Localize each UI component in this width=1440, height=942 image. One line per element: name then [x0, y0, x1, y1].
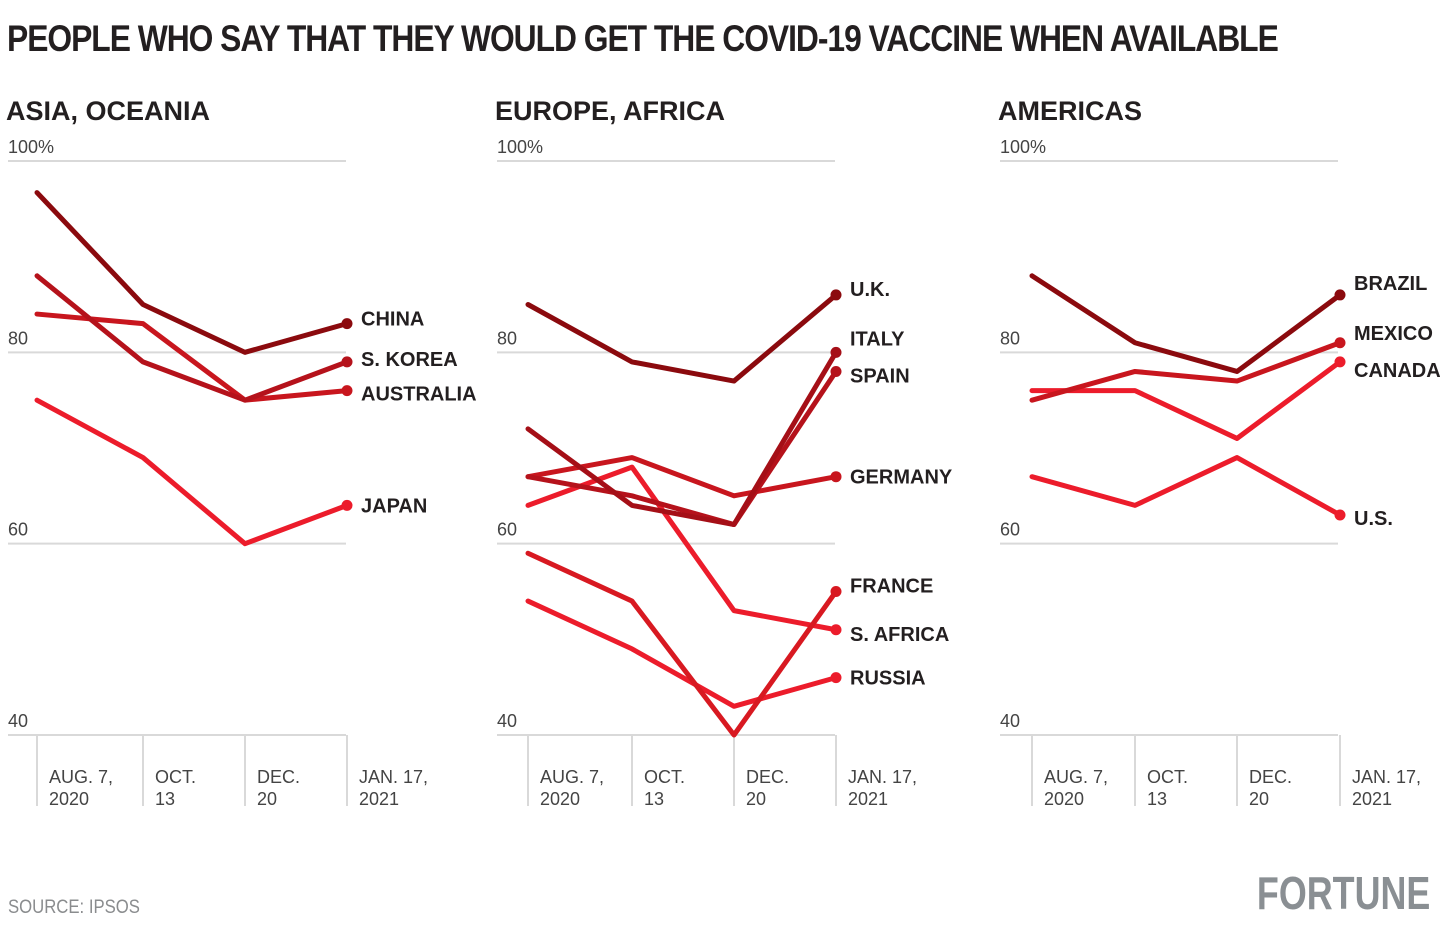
y-tick-label: 80	[497, 328, 517, 348]
x-tick-label: OCT. 13	[155, 767, 196, 809]
x-tick-label: OCT. 13	[1147, 767, 1188, 809]
y-tick-label: 80	[8, 328, 28, 348]
series-endpoint-s-africa	[830, 624, 842, 636]
series-endpoint-u-s	[1334, 509, 1346, 521]
x-tick-label: DEC. 20	[746, 767, 789, 809]
series-label-germany: GERMANY	[850, 467, 953, 489]
series-line-spain	[525, 368, 839, 528]
x-tick-label: AUG. 7, 2020	[1044, 767, 1108, 809]
series-endpoint-italy	[830, 346, 842, 358]
y-tick-label: 100%	[1000, 137, 1046, 157]
series-line-u-k	[525, 292, 839, 384]
series-line-japan	[34, 397, 350, 547]
series-line-canada	[1029, 359, 1343, 441]
series-label-france: FRANCE	[850, 576, 933, 598]
series-label-japan: JAPAN	[361, 495, 427, 517]
series-endpoint-france	[830, 586, 842, 597]
panel-asia-oceania: ASIA, OCEANIA 100% 80 60 40 AUG. 7, 2020 OCT. 13…	[6, 96, 477, 809]
series-line-u-s	[1029, 455, 1343, 518]
series-endpoint-brazil	[1334, 289, 1346, 301]
series-line-russia	[525, 598, 839, 709]
panel-title: ASIA, OCEANIA	[6, 96, 210, 126]
series-endpoint-japan	[341, 499, 353, 511]
y-tick-label: 60	[497, 520, 517, 540]
series-endpoint-china	[341, 318, 353, 330]
x-tick-label: AUG. 7, 2020	[49, 767, 113, 809]
y-tick-label: 40	[1000, 711, 1020, 731]
series-endpoint-mexico	[1334, 337, 1346, 349]
panel-americas: AMERICAS 100% 80 60 40 AUG. 7, 2020 OCT. 13 DEC. 2…	[998, 96, 1440, 809]
x-tick-label: JAN. 17, 2021	[1352, 767, 1421, 809]
series-label-russia: RUSSIA	[850, 668, 926, 690]
y-tick-label: 100%	[497, 137, 543, 157]
series-endpoint-russia	[830, 672, 842, 684]
x-tick-label: DEC. 20	[1249, 767, 1292, 809]
series-label-mexico: MEXICO	[1354, 323, 1433, 345]
series-line-s-africa	[525, 464, 839, 633]
x-tick-label: AUG. 7, 2020	[540, 767, 604, 809]
x-tick-label: JAN. 17, 2021	[359, 767, 428, 809]
brand-logo: FORTUNE	[1256, 867, 1430, 919]
y-tick-label: 80	[1000, 328, 1020, 348]
series-label-brazil: BRAZIL	[1354, 273, 1427, 295]
source-note: SOURCE: IPSOS	[8, 897, 140, 918]
panel-title: EUROPE, AFRICA	[495, 96, 725, 126]
series-label-u-s: U.S.	[1354, 508, 1393, 530]
series-label-s-korea: S. KOREA	[361, 349, 458, 371]
x-tick-label: OCT. 13	[644, 767, 685, 809]
y-tick-label: 40	[8, 711, 28, 731]
y-tick-label: 40	[497, 711, 517, 731]
y-tick-label: 60	[8, 520, 28, 540]
series-endpoint-australia	[341, 385, 353, 397]
series-label-australia: AUSTRALIA	[361, 384, 477, 406]
series-line-brazil	[1029, 273, 1343, 374]
series-label-u-k: U.K.	[850, 279, 890, 301]
chart-title: PEOPLE WHO SAY THAT THEY WOULD GET THE C…	[7, 18, 1279, 59]
series-line-italy	[525, 349, 839, 528]
x-tick-label: JAN. 17, 2021	[848, 767, 917, 809]
series-line-mexico	[1029, 340, 1343, 403]
series-label-china: CHINA	[361, 309, 424, 331]
series-line-china	[34, 190, 350, 355]
series-label-spain: SPAIN	[850, 365, 910, 387]
series-line-france	[525, 550, 839, 738]
y-tick-label: 100%	[8, 137, 54, 157]
series-endpoint-u-k	[830, 289, 842, 301]
series-endpoint-canada	[1334, 356, 1346, 368]
panel-title: AMERICAS	[998, 96, 1142, 126]
series-label-italy: ITALY	[850, 328, 905, 350]
series-label-s-africa: S. AFRICA	[850, 624, 949, 646]
x-tick-label: DEC. 20	[257, 767, 300, 809]
y-tick-label: 60	[1000, 520, 1020, 540]
series-line-s-korea	[34, 273, 350, 403]
series-endpoint-spain	[830, 365, 842, 377]
panel-europe-africa: EUROPE, AFRICA 100% 80 60 40 AUG. 7, 2020 OCT. 1…	[495, 96, 953, 809]
series-endpoint-s-korea	[341, 356, 353, 368]
series-label-canada: CANADA	[1354, 360, 1440, 382]
series-endpoint-germany	[830, 471, 842, 483]
